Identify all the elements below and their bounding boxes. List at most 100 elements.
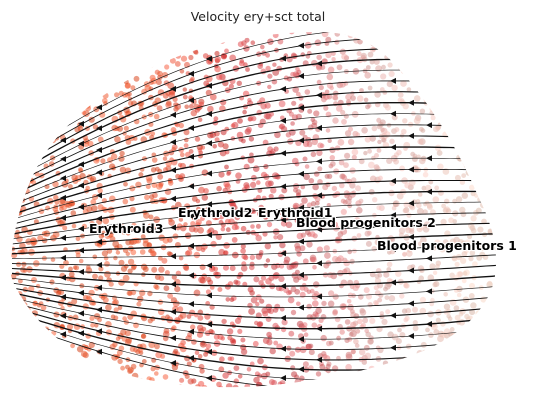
cell-point <box>439 60 445 66</box>
cell-point <box>479 317 487 324</box>
cell-point <box>154 166 160 172</box>
cell-point <box>494 54 497 61</box>
cell-point <box>290 121 295 126</box>
streamline-arrowhead <box>206 262 212 269</box>
cell-point <box>76 345 84 353</box>
cell-point <box>190 221 196 227</box>
cell-point <box>197 117 203 122</box>
streamline-arrowhead <box>188 125 194 131</box>
cell-point <box>218 248 226 256</box>
cell-point <box>105 304 112 311</box>
cell-point <box>325 128 331 133</box>
cell-point <box>346 222 351 228</box>
cell-point <box>48 72 54 78</box>
cell-point <box>485 353 491 360</box>
cell-point <box>148 62 154 68</box>
cell-point <box>19 79 25 86</box>
cell-point <box>149 194 155 200</box>
cell-point <box>376 205 382 211</box>
cell-point <box>132 58 139 64</box>
streamline-arrowhead <box>206 348 212 355</box>
cell-point <box>337 139 345 146</box>
cell-point <box>53 194 59 201</box>
cell-point <box>106 377 112 384</box>
cell-point <box>331 185 338 192</box>
cell-point <box>351 235 358 242</box>
cell-point <box>488 148 494 154</box>
cell-point <box>460 39 466 45</box>
cell-point <box>401 308 408 314</box>
cell-point <box>435 32 442 36</box>
cell-point <box>201 169 209 176</box>
cell-point <box>237 41 244 48</box>
cell-point <box>458 100 465 107</box>
cell-point <box>408 45 415 52</box>
cell-point <box>294 245 302 253</box>
cell-point <box>66 323 74 330</box>
streamline-arrowhead <box>298 204 304 211</box>
cell-point <box>217 287 223 292</box>
cell-point <box>29 145 36 152</box>
cell-point <box>25 388 30 393</box>
cell-point <box>421 350 428 357</box>
cell-point <box>105 46 113 54</box>
cell-point <box>379 376 385 382</box>
cell-point <box>82 66 87 72</box>
cell-point <box>194 37 201 44</box>
cell-point <box>457 271 464 277</box>
cell-point <box>283 386 289 388</box>
cell-point <box>279 241 286 249</box>
cell-point <box>97 317 102 323</box>
cell-point <box>102 217 110 225</box>
cell-point <box>363 287 370 294</box>
streamline-arrowhead <box>408 166 414 173</box>
cell-point <box>205 32 210 34</box>
cell-point <box>31 239 38 246</box>
cell-point <box>491 338 497 346</box>
cell-point <box>40 140 46 146</box>
cell-point <box>20 138 26 145</box>
cell-point <box>413 95 421 102</box>
cell-point <box>164 270 170 276</box>
cell-point <box>476 148 482 154</box>
cell-point <box>336 105 343 112</box>
cell-point <box>237 271 244 278</box>
cell-point <box>333 95 339 101</box>
cell-point <box>431 60 438 67</box>
streamline-arrowhead <box>280 117 286 124</box>
cell-point <box>490 329 497 337</box>
streamline <box>11 113 497 201</box>
cell-point <box>449 370 455 375</box>
cell-point <box>383 131 391 138</box>
cell-point <box>177 162 183 168</box>
cell-point <box>388 295 396 302</box>
cell-point <box>65 384 71 388</box>
cell-point <box>212 212 217 217</box>
streamline-arrowhead <box>206 232 212 238</box>
cell-point <box>437 122 443 127</box>
cell-point <box>102 381 108 387</box>
cell-point <box>80 388 86 394</box>
cell-point <box>315 307 322 315</box>
cell-point <box>310 256 317 263</box>
cell-point <box>358 198 364 204</box>
streamline-arrowhead <box>316 293 322 300</box>
streamline-arrowhead <box>170 167 176 174</box>
cell-point <box>349 167 356 174</box>
streamline-arrowhead <box>96 147 102 153</box>
cell-point <box>237 314 243 320</box>
cell-point <box>359 348 366 356</box>
cell-point <box>424 184 432 192</box>
cell-point <box>68 184 73 189</box>
cell-point <box>482 135 489 142</box>
cell-point <box>484 338 491 344</box>
cell-point <box>49 48 55 54</box>
streamline-arrowhead <box>78 247 84 254</box>
cell-point <box>447 357 453 364</box>
cell-point <box>196 206 201 212</box>
cell-point <box>462 37 468 43</box>
cell-point <box>294 374 300 380</box>
streamline-arrowhead <box>408 300 414 307</box>
cell-point <box>459 359 466 366</box>
cell-point <box>336 64 343 71</box>
